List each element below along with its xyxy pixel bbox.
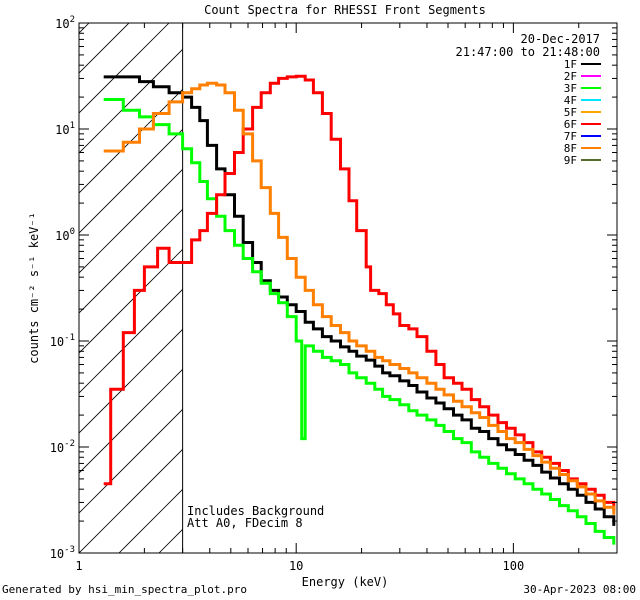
axes: 1 10 100 102 101 100 10-1 10-2 10-3 [50,15,618,573]
legend-label-8F: 8F [564,142,577,155]
series-8F [103,81,616,515]
x-tick-label: 100 [503,559,525,573]
plot-frame [78,22,618,554]
legend-label-7F: 7F [564,130,577,143]
legend-label-5F: 5F [564,106,577,119]
x-tick-label: 10 [289,559,303,573]
chart-date: 20-Dec-2017 [521,32,600,46]
legend-label-3F: 3F [564,82,577,95]
generator-credit: Generated by hsi_min_spectra_plot.pro [2,583,248,596]
y-tick-label: 10-3 [50,545,75,561]
x-axis-label: Energy (keV) [302,575,389,589]
x-tick-label: 1 [75,559,82,573]
series-layer [103,74,616,545]
legend-label-2F: 2F [564,70,577,83]
y-tick-label: 10-2 [50,439,75,455]
chart-time-range: 21:47:00 to 21:48:00 [456,45,601,59]
legend-label-9F: 9F [564,154,577,167]
legend-label-6F: 6F [564,118,577,131]
annotation-attenuator: Att A0, FDecim 8 [187,516,303,530]
series-3F [103,98,616,545]
y-tick-label: 10-1 [50,333,75,349]
y-tick-label: 100 [55,227,75,243]
series-1F [103,75,616,526]
legend-label-1F: 1F [564,58,577,71]
generation-timestamp: 30-Apr-2023 08:00 [523,583,636,596]
annotation-background: Includes Background [187,504,324,518]
legend-label-4F: 4F [564,94,577,107]
chart-title: Count Spectra for RHESSI Front Segments [204,3,486,17]
y-tick-label: 102 [55,15,75,31]
series-6F [103,74,616,511]
y-axis-label: counts cm⁻² s⁻¹ keV⁻¹ [27,212,41,364]
y-tick-label: 101 [55,121,75,137]
